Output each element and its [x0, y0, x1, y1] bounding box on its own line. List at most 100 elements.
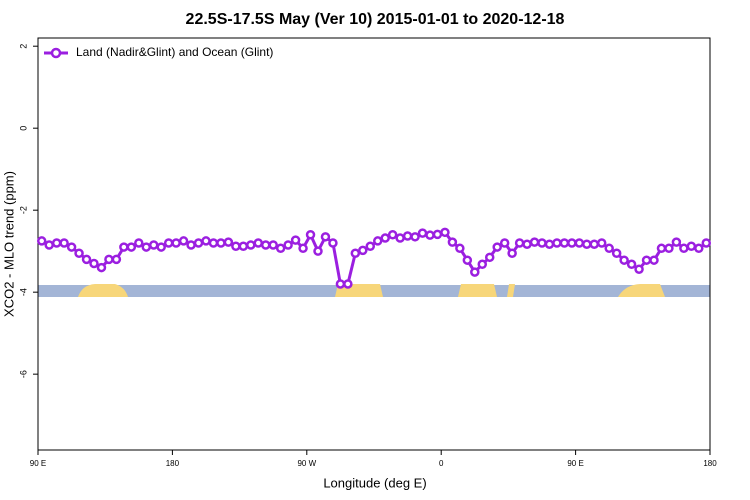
data-point	[298, 243, 308, 254]
legend-label: Land (Nadir&Glint) and Ocean (Glint)	[76, 45, 273, 59]
data-point	[410, 232, 420, 242]
data-point	[343, 279, 353, 289]
data-point	[611, 248, 622, 258]
x-tick-label: 0	[439, 459, 444, 468]
data-point	[425, 230, 435, 240]
data-point	[679, 243, 689, 254]
data-point	[238, 241, 249, 252]
data-point	[104, 254, 114, 265]
x-tick-label: 90 W	[297, 459, 316, 468]
data-point	[544, 239, 555, 249]
data-point	[462, 255, 473, 265]
data-point	[574, 238, 585, 248]
data-point	[701, 238, 712, 248]
data-point	[507, 248, 517, 258]
x-axis-label: Longitude (deg E)	[323, 475, 426, 490]
data-point	[604, 243, 614, 254]
data-point	[335, 279, 346, 289]
data-point	[81, 254, 92, 265]
data-point	[641, 255, 652, 265]
y-axis-label: XCO2 - MLO trend (ppm)	[1, 171, 16, 317]
data-point	[664, 243, 674, 254]
data-point	[141, 242, 152, 252]
data-point	[537, 238, 547, 248]
data-point	[365, 241, 376, 252]
data-point	[275, 243, 286, 254]
data-point	[246, 240, 256, 250]
data-point	[201, 236, 211, 246]
data-point	[559, 238, 570, 248]
data-point	[216, 238, 226, 248]
data-point	[358, 245, 368, 256]
data-point	[567, 238, 577, 248]
data-point	[589, 239, 600, 249]
data-point	[492, 242, 502, 252]
data-point	[372, 236, 383, 246]
data-point	[582, 239, 592, 249]
data-point	[44, 240, 54, 250]
data-point	[626, 259, 637, 270]
x-tick-label: 90 E	[567, 459, 583, 468]
data-point	[649, 255, 659, 265]
y-tick-label: -2	[18, 206, 28, 214]
data-point	[596, 238, 607, 248]
data-point	[89, 258, 99, 269]
data-point	[119, 242, 129, 252]
data-point	[171, 238, 181, 248]
data-point	[290, 235, 301, 245]
data-point	[470, 267, 480, 277]
x-tick-label: 180	[166, 459, 180, 468]
data-point	[656, 243, 667, 254]
data-point	[74, 248, 84, 258]
data-point	[260, 240, 271, 250]
data-point	[51, 238, 62, 248]
data-point	[66, 242, 77, 252]
data-point	[671, 237, 682, 247]
data-point	[619, 255, 629, 265]
data-point	[305, 230, 316, 240]
land-ocean-strip	[38, 284, 710, 297]
data-point	[253, 238, 264, 248]
data-point	[634, 264, 644, 274]
data-point	[268, 240, 278, 250]
data-point	[552, 238, 562, 248]
data-point	[59, 238, 69, 248]
data-point	[111, 254, 122, 265]
data-point	[402, 231, 413, 241]
data-point	[126, 242, 137, 252]
data-point	[499, 238, 510, 248]
data-point	[387, 230, 398, 240]
data-point	[514, 238, 525, 248]
data-point	[163, 238, 174, 248]
data-point	[313, 246, 323, 256]
data-point	[208, 238, 219, 248]
data-point	[447, 237, 458, 247]
y-tick-label: 0	[18, 126, 28, 131]
data-point	[395, 233, 405, 243]
data-point	[440, 227, 450, 238]
data-point	[455, 243, 465, 254]
data-point	[417, 228, 428, 238]
y-tick-label: -6	[18, 370, 28, 378]
data-point	[522, 239, 532, 249]
data-point	[186, 240, 196, 250]
x-tick-label: 90 E	[30, 459, 46, 468]
data-point	[148, 240, 159, 250]
data-point	[156, 242, 166, 252]
legend-marker	[50, 47, 62, 59]
y-tick-label: 2	[18, 44, 28, 49]
data-point	[686, 241, 697, 252]
data-point	[694, 243, 704, 254]
data-point	[178, 236, 189, 246]
data-point	[231, 241, 241, 252]
data-point	[432, 229, 443, 240]
data-point	[223, 237, 234, 247]
x-tick-label: 180	[703, 459, 717, 468]
data-point	[529, 237, 540, 247]
y-tick-label: -4	[18, 288, 28, 296]
data-point	[134, 238, 144, 248]
chart-title: 22.5S-17.5S May (Ver 10) 2015-01-01 to 2…	[186, 11, 565, 28]
data-point	[320, 232, 331, 242]
data-point	[477, 259, 488, 270]
